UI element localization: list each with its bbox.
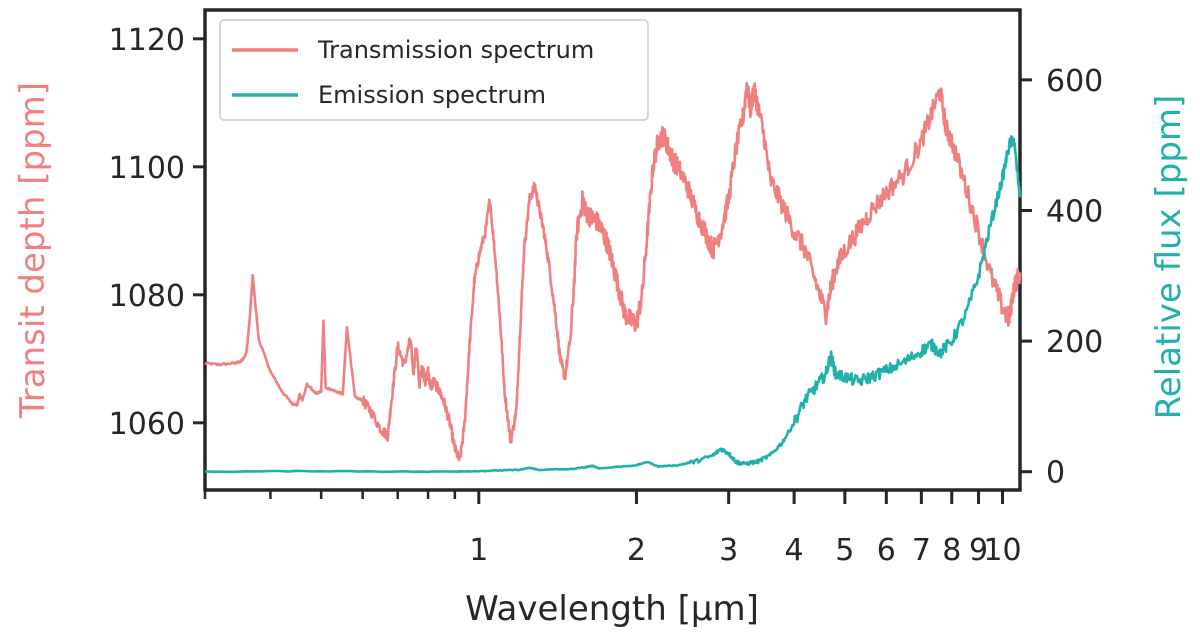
x-tick-label: 5 — [835, 533, 854, 568]
series-line-emission — [204, 135, 1022, 474]
x-tick-label: 10 — [983, 533, 1021, 568]
y-right-tick-label: 600 — [1046, 64, 1103, 99]
x-axis-title: Wavelength [μm] — [465, 589, 759, 629]
x-tick-label: 4 — [785, 533, 804, 568]
y-right-tick-label: 200 — [1046, 325, 1103, 360]
plot-frame — [203, 8, 1022, 492]
y-left-tick-label: 1100 — [109, 151, 185, 186]
x-tick-label: 7 — [912, 533, 931, 568]
y-left-tick-label: 1120 — [109, 23, 185, 58]
legend-label-emission: Emission spectrum — [318, 81, 546, 109]
legend-label-transmission: Transmission spectrum — [317, 36, 594, 64]
y-axis-left-title: Transit depth [ppm] — [13, 82, 53, 419]
y-left-tick-label: 1060 — [109, 407, 185, 442]
y-left-tick-label: 1080 — [109, 279, 185, 314]
legend: Transmission spectrum Emission spectrum — [219, 19, 649, 121]
x-tick-label: 8 — [942, 533, 961, 568]
series-line-transmission — [204, 81, 1022, 462]
legend-box — [219, 19, 649, 121]
series-layer — [204, 81, 1022, 474]
x-tick-label: 1 — [469, 533, 488, 568]
ticks-layer: 1 2 3 4 5 6 7 8 910 1060 1080 1100 1120 0 200 400 600 — [109, 23, 1104, 568]
x-tick-label: 2 — [627, 533, 646, 568]
y-right-tick-label: 400 — [1046, 194, 1103, 229]
y-right-tick-label: 0 — [1046, 456, 1065, 491]
y-axis-right-title: Relative flux [ppm] — [1149, 95, 1189, 420]
x-tick-label: 9 — [969, 533, 988, 568]
x-tick-label: 6 — [877, 533, 896, 568]
x-tick-label: 3 — [719, 533, 738, 568]
